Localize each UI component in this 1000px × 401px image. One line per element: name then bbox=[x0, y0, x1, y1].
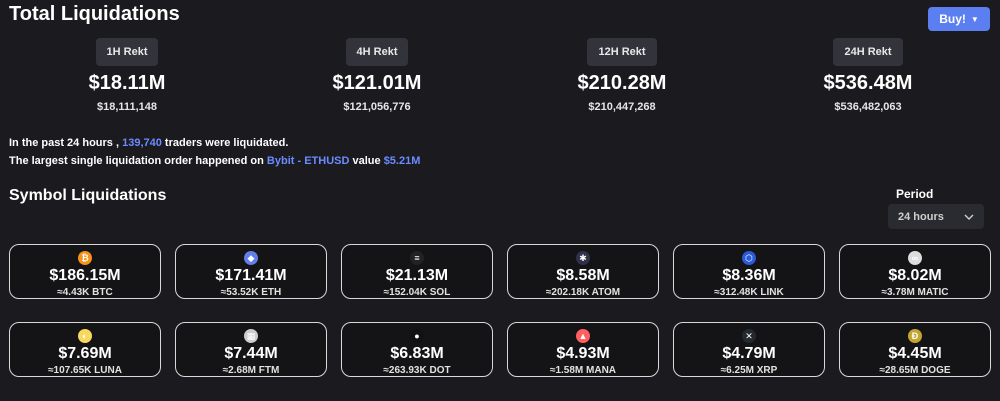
symbol-card[interactable]: ◆ $171.41M ≈53.52K ETH bbox=[175, 244, 327, 299]
symbol-quantity: ≈6.25M XRP bbox=[720, 365, 778, 376]
symbol-amount: $4.79M bbox=[722, 345, 776, 362]
symbol-quantity: ≈4.43K BTC bbox=[57, 287, 113, 298]
symbol-amount: $6.83M bbox=[390, 345, 444, 362]
symbol-quantity: ≈152.04K SOL bbox=[383, 287, 451, 298]
chevron-down-icon bbox=[964, 214, 974, 220]
order-value: $5.21M bbox=[383, 155, 421, 167]
symbol-quantity: ≈202.18K ATOM bbox=[545, 287, 621, 298]
polygon-icon: ∞ bbox=[908, 251, 922, 265]
symbol-quantity: ≈3.78M MATIC bbox=[881, 287, 949, 298]
symbol-card[interactable]: Ð $4.45M ≈28.65M DOGE bbox=[839, 322, 991, 377]
period-label: Period bbox=[896, 187, 934, 201]
symbol-amount: $8.58M bbox=[556, 267, 610, 284]
traders-count: 139,740 bbox=[122, 137, 162, 149]
rekt-label: 4H Rekt bbox=[345, 38, 409, 66]
symbol-amount: $21.13M bbox=[385, 267, 449, 284]
symbol-card[interactable]: ✱ $8.58M ≈202.18K ATOM bbox=[507, 244, 659, 299]
terra-icon: ◐ bbox=[78, 329, 92, 343]
rekt-4h: 4H Rekt $121.01M $121,056,776 bbox=[297, 38, 457, 113]
dogecoin-icon: Ð bbox=[908, 329, 922, 343]
symbol-card[interactable]: ⬡ $8.36M ≈312.48K LINK bbox=[673, 244, 825, 299]
chevron-down-icon: ▼ bbox=[970, 14, 979, 24]
xrp-icon: ✕ bbox=[742, 329, 756, 343]
summary-text: In the past 24 hours , bbox=[9, 137, 120, 149]
symbol-card[interactable]: ▦ $7.44M ≈2.68M FTM bbox=[175, 322, 327, 377]
chainlink-icon: ⬡ bbox=[742, 251, 756, 265]
symbol-card[interactable]: ₿ $186.15M ≈4.43K BTC bbox=[9, 244, 161, 299]
rekt-exact: $536,482,063 bbox=[834, 101, 902, 113]
symbol-amount: $171.41M bbox=[215, 267, 287, 284]
bitcoin-icon: ₿ bbox=[78, 251, 92, 265]
rekt-label: 24H Rekt bbox=[833, 38, 903, 66]
period-value: 24 hours bbox=[898, 210, 944, 223]
summary-line-largest: The largest single liquidation order hap… bbox=[9, 155, 420, 167]
symbol-card[interactable]: ▲ $4.93M ≈1.58M MANA bbox=[507, 322, 659, 377]
symbol-amount: $8.02M bbox=[888, 267, 942, 284]
symbol-quantity: ≈2.68M FTM bbox=[222, 365, 280, 376]
rekt-exact: $18,111,148 bbox=[97, 101, 157, 113]
symbol-amount: $7.69M bbox=[58, 345, 112, 362]
rekt-summary: 1H Rekt $18.11M $18,111,148 4H Rekt $121… bbox=[0, 38, 1000, 123]
decentraland-icon: ▲ bbox=[576, 329, 590, 343]
buy-button[interactable]: Buy! ▼ bbox=[928, 7, 990, 31]
symbol-card[interactable]: ≡ $21.13M ≈152.04K SOL bbox=[341, 244, 493, 299]
page-title: Total Liquidations bbox=[9, 3, 180, 25]
symbol-amount: $4.93M bbox=[556, 345, 610, 362]
rekt-exact: $210,447,268 bbox=[588, 101, 656, 113]
symbol-amount: $7.44M bbox=[224, 345, 278, 362]
symbol-quantity: ≈312.48K LINK bbox=[714, 287, 784, 298]
buy-button-label: Buy! bbox=[939, 12, 966, 26]
solana-icon: ≡ bbox=[410, 251, 424, 265]
rekt-label: 1H Rekt bbox=[95, 38, 159, 66]
symbol-card[interactable]: ● $6.83M ≈263.93K DOT bbox=[341, 322, 493, 377]
symbol-card[interactable]: ✕ $4.79M ≈6.25M XRP bbox=[673, 322, 825, 377]
rekt-value: $18.11M bbox=[88, 72, 166, 94]
cosmos-icon: ✱ bbox=[576, 251, 590, 265]
symbol-card[interactable]: ∞ $8.02M ≈3.78M MATIC bbox=[839, 244, 991, 299]
rekt-value: $121.01M bbox=[332, 72, 422, 94]
summary-text: The largest single liquidation order hap… bbox=[9, 155, 264, 167]
section-title: Symbol Liquidations bbox=[9, 187, 167, 204]
ethereum-icon: ◆ bbox=[244, 251, 258, 265]
symbol-amount: $186.15M bbox=[49, 267, 121, 284]
symbol-quantity: ≈263.93K DOT bbox=[383, 365, 451, 376]
period-select[interactable]: 24 hours bbox=[888, 204, 984, 229]
polkadot-icon: ● bbox=[410, 329, 424, 343]
fantom-icon: ▦ bbox=[244, 329, 258, 343]
symbol-amount: $4.45M bbox=[888, 345, 942, 362]
rekt-24h: 24H Rekt $536.48M $536,482,063 bbox=[788, 38, 948, 113]
rekt-value: $210.28M bbox=[577, 72, 667, 94]
exchange-pair-link[interactable]: Bybit - ETHUSD bbox=[266, 155, 350, 167]
rekt-12h: 12H Rekt $210.28M $210,447,268 bbox=[542, 38, 702, 113]
symbol-card[interactable]: ◐ $7.69M ≈107.65K LUNA bbox=[9, 322, 161, 377]
symbol-amount: $8.36M bbox=[722, 267, 776, 284]
rekt-exact: $121,056,776 bbox=[343, 101, 411, 113]
symbol-quantity: ≈107.65K LUNA bbox=[48, 365, 122, 376]
rekt-1h: 1H Rekt $18.11M $18,111,148 bbox=[47, 38, 207, 113]
symbol-quantity: ≈53.52K ETH bbox=[220, 287, 282, 298]
rekt-label: 12H Rekt bbox=[587, 38, 657, 66]
summary-text: value bbox=[352, 155, 381, 167]
symbol-quantity: ≈1.58M MANA bbox=[549, 365, 617, 376]
summary-line-traders: In the past 24 hours , 139,740 traders w… bbox=[9, 137, 288, 149]
symbol-quantity: ≈28.65M DOGE bbox=[879, 365, 951, 376]
summary-text: traders were liquidated. bbox=[164, 137, 289, 149]
rekt-value: $536.48M bbox=[823, 72, 913, 94]
